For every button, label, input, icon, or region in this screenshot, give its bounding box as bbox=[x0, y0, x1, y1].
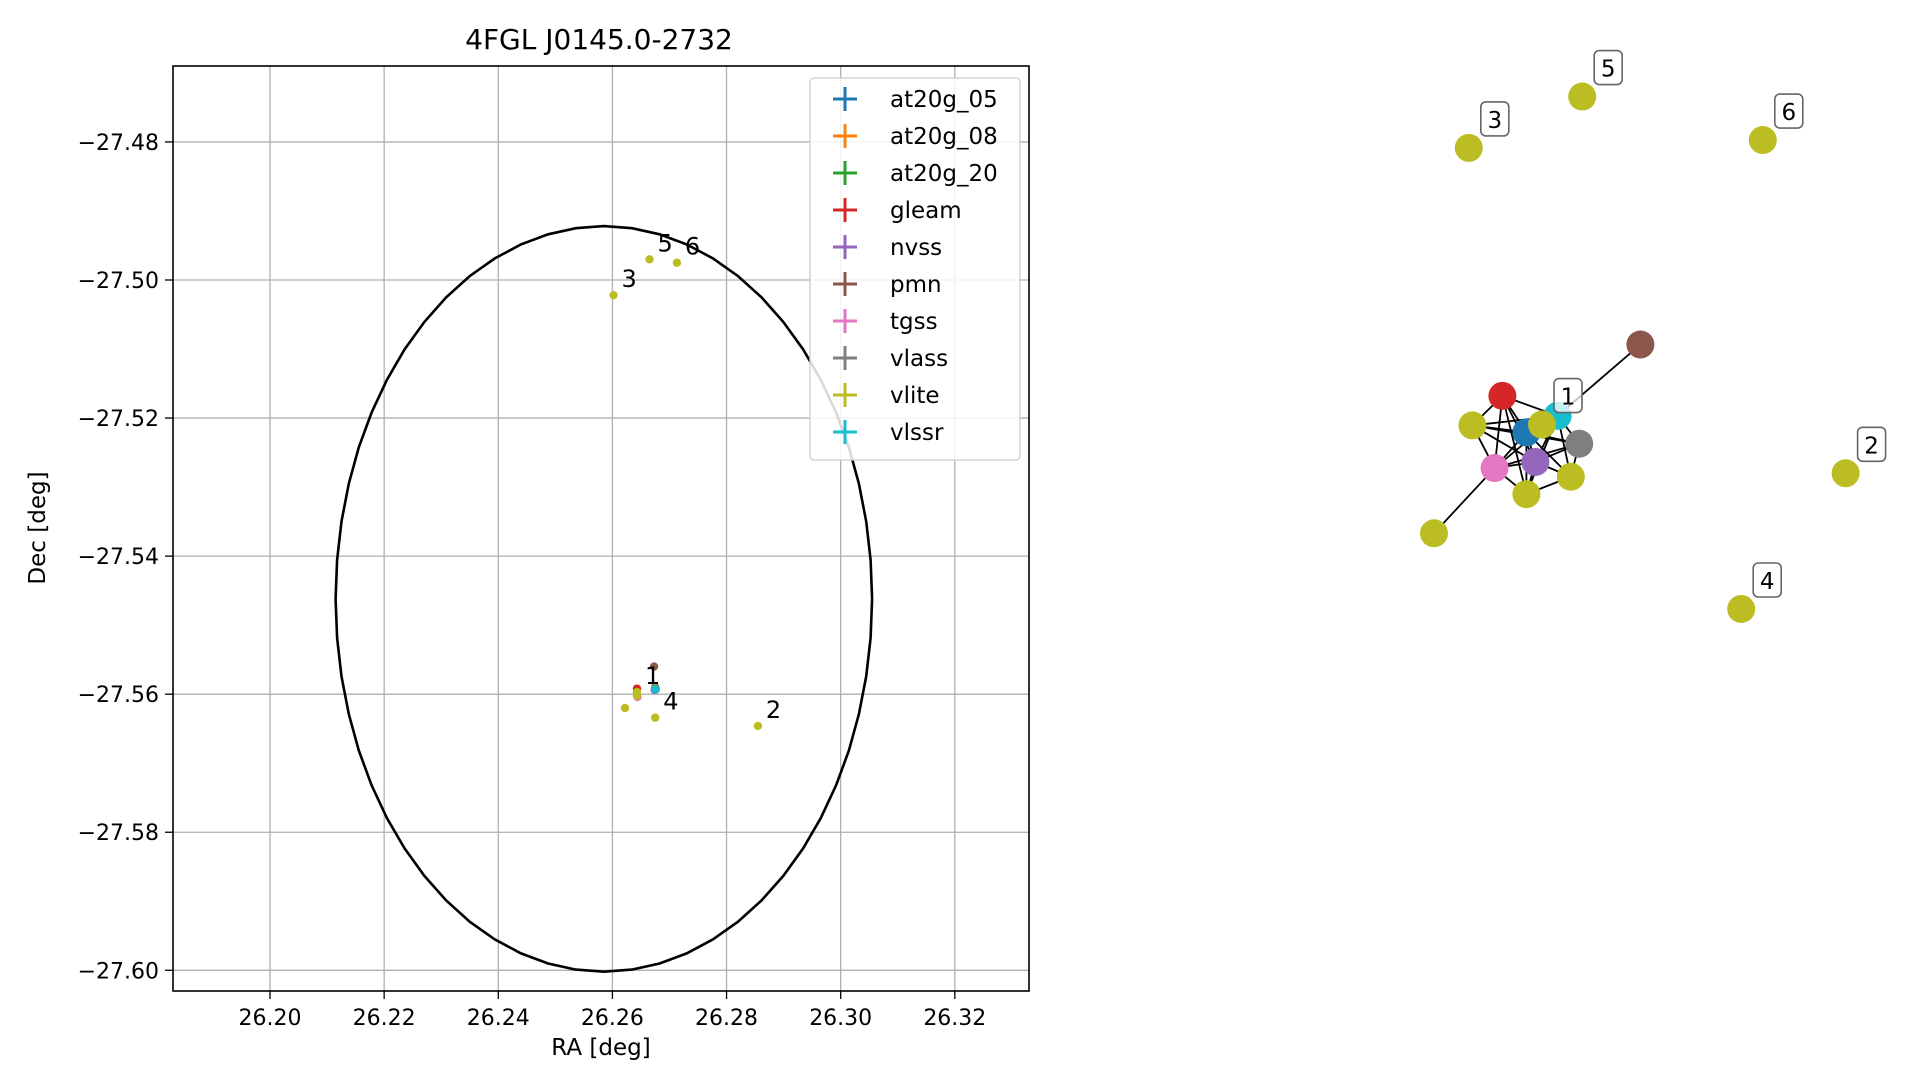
node-label-text: 6 bbox=[1781, 100, 1796, 126]
network-node-vlass bbox=[1565, 429, 1594, 458]
node-label-box bbox=[1553, 377, 1583, 414]
point-vlssr bbox=[651, 685, 660, 694]
node-label-box bbox=[1752, 562, 1782, 598]
node-label-box bbox=[1774, 93, 1804, 129]
legend-entry-label: vlite bbox=[890, 383, 940, 409]
x-tick-label: 26.22 bbox=[353, 1006, 416, 1031]
node-label-text: 2 bbox=[1864, 433, 1879, 459]
network-edge bbox=[1433, 467, 1496, 534]
point-annotation: 2 bbox=[766, 696, 781, 724]
x-axis-ticks: 26.20 26.22 26.24 26.26 26.28 26.30 26.32 bbox=[239, 991, 986, 1031]
y-tick-label: −27.56 bbox=[78, 683, 159, 708]
legend-entry-label: vlssr bbox=[890, 420, 944, 446]
network-node-vlite_c bbox=[1556, 462, 1585, 491]
network-node-vlite_far bbox=[1420, 519, 1448, 548]
y-tick-label: −27.50 bbox=[78, 269, 159, 294]
network-graph: 1 2 3 4 5 6 bbox=[1420, 49, 1887, 623]
legend-entry-label: vlass bbox=[890, 346, 948, 372]
legend-entry-label: pmn bbox=[890, 272, 942, 298]
point-annotation: 4 bbox=[663, 688, 678, 716]
network-node-vlite_6 bbox=[1748, 126, 1777, 155]
node-label-text: 4 bbox=[1760, 569, 1775, 595]
network-node-vlite_1 bbox=[1528, 410, 1556, 439]
point-annotation: 1 bbox=[645, 662, 660, 690]
point-pmn bbox=[649, 662, 659, 671]
legend-entry-label: tgss bbox=[890, 309, 938, 335]
node-label-text: 1 bbox=[1561, 385, 1576, 411]
node-label-text: 5 bbox=[1601, 57, 1616, 83]
x-tick-label: 26.32 bbox=[923, 1006, 986, 1031]
y-tick-label: −27.52 bbox=[78, 407, 159, 432]
x-axis-label: RA [deg] bbox=[551, 1035, 650, 1061]
network-node-gleam bbox=[1488, 381, 1517, 410]
y-axis-ticks: −27.48 −27.50 −27.52 −27.54 −27.56 −27.58 −27.… bbox=[78, 131, 173, 984]
error-ellipse bbox=[334, 224, 874, 974]
x-tick-label: 26.20 bbox=[239, 1006, 302, 1031]
node-label-box bbox=[1856, 426, 1887, 463]
point-annotation: 6 bbox=[685, 233, 700, 261]
network-node-vlite_4 bbox=[1727, 594, 1756, 623]
network-node-vlite_3 bbox=[1454, 133, 1483, 162]
node-label-box bbox=[1593, 49, 1623, 86]
point-vlite bbox=[672, 258, 682, 267]
x-tick-label: 26.24 bbox=[467, 1006, 530, 1031]
point-vlite bbox=[632, 691, 642, 700]
point-vlite bbox=[651, 713, 660, 722]
network-node-nvss bbox=[1521, 447, 1550, 476]
y-axis-label: Dec [deg] bbox=[25, 471, 51, 584]
legend-entry-label: at20g_05 bbox=[890, 87, 998, 113]
chart-title: 4FGL J0145.0-2732 bbox=[465, 23, 733, 56]
point-vlite bbox=[620, 703, 630, 713]
network-edge bbox=[1501, 395, 1528, 495]
x-tick-label: 26.26 bbox=[581, 1006, 644, 1031]
network-node-vlite_b bbox=[1512, 480, 1541, 509]
point-vlite bbox=[609, 290, 618, 300]
network-node-labels: 1 2 3 4 5 6 bbox=[1480, 49, 1887, 598]
node-label-text: 3 bbox=[1487, 108, 1502, 134]
network-node-vlite_5 bbox=[1568, 82, 1597, 111]
y-tick-label: −27.58 bbox=[78, 821, 159, 846]
y-tick-label: −27.60 bbox=[78, 959, 159, 984]
network-node-pmn bbox=[1626, 330, 1655, 359]
point-annotation: 5 bbox=[658, 229, 673, 257]
scatter-plot: 4FGL J0145.0-2732 1 2 3 4 5 6 26.20 26.22 26.24… bbox=[25, 23, 1030, 1061]
error-ellipse-layer bbox=[334, 224, 874, 974]
legend-entry-label: at20g_20 bbox=[890, 161, 998, 187]
node-label-box bbox=[1480, 101, 1510, 137]
legend-box bbox=[809, 77, 1021, 461]
y-tick-label: −27.54 bbox=[78, 545, 159, 570]
x-tick-label: 26.30 bbox=[809, 1006, 872, 1031]
legend-entry-label: at20g_08 bbox=[890, 124, 998, 150]
plot-frame bbox=[172, 65, 1030, 992]
point-vlite bbox=[645, 255, 654, 264]
legend-entry-label: nvss bbox=[890, 235, 942, 261]
network-node-vlite_2 bbox=[1831, 459, 1860, 488]
network-node-tgss bbox=[1480, 454, 1509, 483]
point-annotations: 1 2 3 4 5 6 bbox=[622, 229, 782, 724]
network-node-vlite_a bbox=[1458, 411, 1487, 440]
x-tick-label: 26.28 bbox=[695, 1006, 758, 1031]
legend-entry-label: gleam bbox=[890, 198, 962, 224]
data-points-layer bbox=[609, 255, 763, 731]
y-tick-label: −27.48 bbox=[78, 131, 159, 156]
network-nodes bbox=[1420, 82, 1860, 623]
point-vlite bbox=[753, 721, 763, 731]
point-annotation: 3 bbox=[622, 265, 637, 293]
